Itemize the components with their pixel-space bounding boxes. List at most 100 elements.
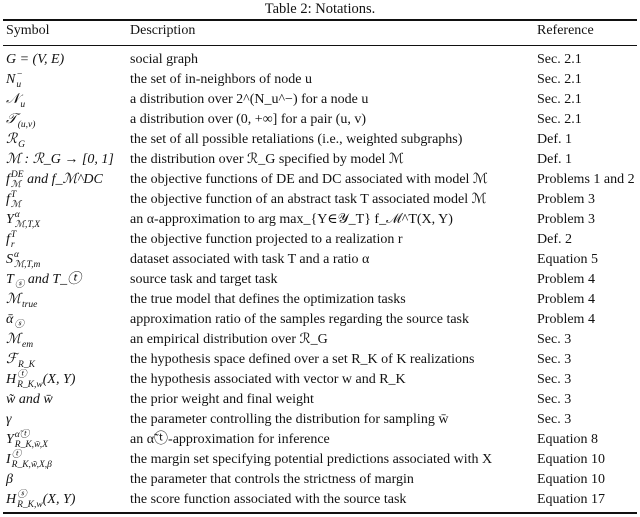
symbol-sup bbox=[14, 310, 24, 320]
symbol-sub: R_K,w bbox=[17, 380, 43, 390]
symbol-sup: ⓣ bbox=[17, 370, 27, 380]
table-row: ℳ : ℛ_G → [0, 1] the distribution over ℛ_… bbox=[0, 150, 640, 170]
description-cell: the parameter controlling the distributi… bbox=[130, 412, 449, 427]
reference-cell: Problem 4 bbox=[537, 272, 595, 287]
symbol-main: 𝒯 bbox=[6, 112, 17, 128]
symbol-main: 𝒩 bbox=[6, 92, 20, 108]
symbol-main: w̃ and w̄ bbox=[6, 392, 53, 407]
reference-cell: Sec. 3 bbox=[537, 352, 572, 367]
symbol-sup: ⓢ bbox=[17, 490, 27, 500]
symbol-sub: r bbox=[10, 240, 15, 250]
symbol-sup bbox=[20, 90, 25, 100]
symbol-sub: true bbox=[21, 300, 38, 310]
reference-cell: Sec. 2.1 bbox=[537, 112, 582, 127]
symbol-scripts: − u bbox=[16, 70, 22, 90]
symbol-main: H bbox=[6, 372, 17, 388]
reference-cell: Problems 1 and 2 bbox=[537, 172, 635, 187]
symbol-main: I bbox=[6, 452, 11, 468]
table-row: γ the parameter controlling the distribut… bbox=[0, 410, 640, 430]
description-cell: a distribution over (0, +∞] for a pair (… bbox=[130, 112, 366, 127]
reference-cell: Problem 4 bbox=[537, 292, 595, 307]
symbol-main: f bbox=[6, 232, 10, 248]
description-cell: the set of all possible retaliations (i.… bbox=[130, 132, 463, 147]
reference-cell: Sec. 2.1 bbox=[537, 72, 582, 87]
description-cell: the true model that defines the optimiza… bbox=[130, 292, 406, 307]
symbol-sub: R_K bbox=[18, 360, 35, 370]
symbol-cell: N − u bbox=[6, 70, 23, 90]
symbol-cell: 𝒯 (u,v) bbox=[6, 110, 35, 130]
symbol-main: ℳ bbox=[6, 292, 21, 308]
description-cell: the hypothesis associated with vector w … bbox=[130, 372, 406, 387]
symbol-main: Y bbox=[6, 212, 14, 228]
symbol-scripts: α̃ⓣ R_K,w̄,X bbox=[15, 430, 48, 450]
reference-cell: Equation 17 bbox=[537, 492, 606, 507]
symbol-tail: and f_ℳ^DC bbox=[23, 172, 103, 188]
header-description: Description bbox=[130, 23, 196, 38]
symbol-main: f bbox=[6, 192, 10, 208]
reference-cell: Equation 10 bbox=[537, 452, 606, 467]
symbol-sup bbox=[18, 350, 35, 360]
symbol-sup bbox=[22, 290, 37, 300]
symbol-scripts: (u,v) bbox=[18, 110, 36, 130]
symbol-sup bbox=[18, 130, 25, 140]
description-cell: the objective function of an abstract ta… bbox=[130, 192, 487, 207]
reference-cell: Problem 3 bbox=[537, 192, 595, 207]
symbol-sub: ℳ bbox=[10, 200, 22, 210]
symbol-sup: ⓣ bbox=[11, 450, 22, 460]
symbol-cell: w̃ and w̄ bbox=[6, 390, 53, 410]
symbol-scripts: true bbox=[22, 290, 37, 310]
symbol-sub: u bbox=[16, 80, 22, 90]
symbol-sub: R_K,w bbox=[17, 500, 43, 510]
symbol-sub: em bbox=[21, 340, 34, 350]
table-row: 𝒯 (u,v) a distribution over (0, +∞] for a … bbox=[0, 110, 640, 130]
symbol-scripts: ⓢ bbox=[15, 270, 25, 290]
reference-cell: Problem 4 bbox=[537, 312, 595, 327]
symbol-main: f bbox=[6, 172, 10, 188]
description-cell: the parameter that controls the strictne… bbox=[130, 472, 414, 487]
symbol-main: N bbox=[6, 72, 16, 88]
reference-cell: Problem 3 bbox=[537, 212, 595, 227]
table-row: w̃ and w̄ the prior weight and final weig… bbox=[0, 390, 640, 410]
reference-cell: Sec. 3 bbox=[537, 412, 572, 427]
symbol-tail: (X, Y) bbox=[42, 492, 76, 508]
table-caption: Table 2: Notations. bbox=[264, 1, 376, 17]
symbol-cell: ℳ : ℛ_G → [0, 1] bbox=[6, 150, 114, 170]
symbol-main: ℱ bbox=[6, 352, 18, 368]
description-cell: the set of in-neighbors of node u bbox=[130, 72, 312, 87]
table-row: ᾱ ⓢ approximation ratio of the samples reg… bbox=[0, 310, 640, 330]
table-row: β the parameter that controls the strictn… bbox=[0, 470, 640, 490]
symbol-sub: (u,v) bbox=[17, 120, 36, 130]
description-cell: the distribution over ℛ_G specified by m… bbox=[130, 152, 404, 167]
reference-cell: Def. 2 bbox=[537, 232, 572, 247]
symbol-sup bbox=[18, 110, 36, 120]
symbol-sub: u bbox=[20, 100, 26, 110]
symbol-sup: DE bbox=[10, 170, 24, 180]
symbol-sup bbox=[15, 270, 25, 280]
symbol-main: ℳ bbox=[6, 332, 21, 348]
description-cell: social graph bbox=[130, 52, 199, 67]
symbol-main: Y bbox=[6, 432, 14, 448]
symbol-scripts: G bbox=[18, 130, 25, 150]
table-header: Symbol Description Reference bbox=[0, 23, 640, 43]
reference-cell: Sec. 3 bbox=[537, 392, 572, 407]
symbol-scripts: u bbox=[20, 90, 25, 110]
symbol-sup: T bbox=[10, 190, 17, 200]
symbol-cell: f DE ℳ and f_ℳ^DC bbox=[6, 170, 103, 190]
symbol-scripts: ⓢ bbox=[14, 310, 24, 330]
description-cell: an empirical distribution over ℛ_G bbox=[130, 332, 328, 347]
symbol-tail: (X, Y) bbox=[42, 372, 76, 388]
